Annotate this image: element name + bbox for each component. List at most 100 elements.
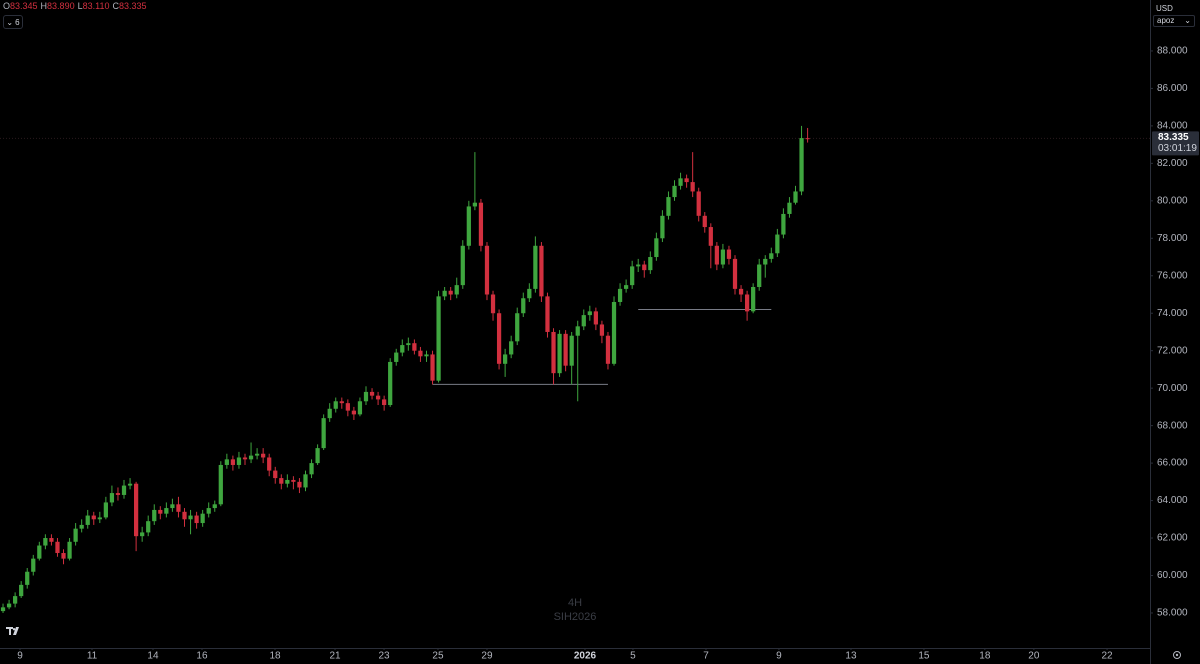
candle-body bbox=[224, 459, 229, 465]
candle-body bbox=[424, 354, 429, 357]
candle-body bbox=[146, 521, 151, 533]
candle-body bbox=[279, 478, 284, 484]
candle-body bbox=[714, 245, 719, 265]
candle-body bbox=[261, 453, 266, 458]
candle-body bbox=[533, 245, 538, 289]
scale-menu-text: apoz bbox=[1157, 16, 1175, 25]
y-tick-label: 76.000 bbox=[1157, 270, 1188, 281]
candle-body bbox=[648, 257, 653, 271]
x-tick-label: 7 bbox=[703, 651, 709, 662]
candle-body bbox=[642, 264, 647, 271]
chevron-icon: ⌄ bbox=[6, 17, 14, 27]
candle-body bbox=[545, 296, 550, 332]
candle-body bbox=[121, 485, 127, 495]
y-tick-label: 58.000 bbox=[1157, 608, 1188, 619]
scale-menu[interactable]: apoz ⌄ bbox=[1153, 15, 1195, 27]
candle-body bbox=[19, 584, 24, 597]
candle-body bbox=[254, 453, 260, 456]
candle-body bbox=[61, 553, 66, 559]
candle-body bbox=[303, 474, 308, 488]
candle-body bbox=[309, 463, 314, 475]
candle-body bbox=[575, 326, 580, 336]
candle-body bbox=[684, 178, 689, 183]
ohlc-value: 83.335 bbox=[118, 1, 147, 11]
x-tick-label: 21 bbox=[329, 651, 341, 662]
candle-body bbox=[242, 457, 248, 460]
candle-body bbox=[285, 479, 290, 484]
x-tick-label: 22 bbox=[1101, 651, 1113, 662]
candle-body bbox=[617, 288, 623, 302]
candle-body bbox=[194, 515, 199, 524]
candle-body bbox=[230, 459, 236, 465]
x-tick-label: 9 bbox=[17, 651, 23, 662]
watermark-symbol: SIH2026 bbox=[554, 611, 597, 623]
plot-area: 58.000 60.000 62.000 64.000 66.000 68.000 70.0… bbox=[0, 46, 1188, 662]
candle-body bbox=[436, 296, 441, 381]
settings-icon[interactable] bbox=[1173, 651, 1181, 659]
candle-body bbox=[660, 215, 665, 239]
y-tick-label: 78.000 bbox=[1157, 233, 1188, 244]
candle-body bbox=[85, 515, 90, 525]
x-tick-label: 2026 bbox=[574, 651, 597, 662]
candle-body bbox=[539, 245, 544, 297]
candle-body bbox=[91, 515, 96, 520]
candle-body bbox=[273, 470, 278, 479]
y-tick-label: 86.000 bbox=[1157, 83, 1188, 94]
candle-body bbox=[805, 138, 810, 140]
candle-body bbox=[757, 264, 762, 288]
candle-body bbox=[109, 493, 115, 503]
candle-body bbox=[442, 290, 447, 297]
y-tick-label: 62.000 bbox=[1157, 533, 1188, 544]
y-tick-label: 60.000 bbox=[1157, 570, 1188, 581]
x-tick-label: 5 bbox=[630, 651, 636, 662]
x-tick-label: 14 bbox=[147, 651, 159, 662]
candle-body bbox=[212, 504, 217, 509]
candle-body bbox=[738, 288, 744, 295]
x-tick-label: 11 bbox=[87, 651, 98, 662]
candle-body bbox=[720, 249, 726, 265]
candle-body bbox=[49, 538, 54, 542]
candle-body bbox=[375, 395, 381, 400]
candle-body bbox=[0, 607, 6, 612]
candle-body bbox=[37, 545, 42, 559]
candle-body bbox=[636, 264, 641, 267]
candle-body bbox=[654, 238, 659, 258]
ohlc-key: L bbox=[77, 1, 83, 11]
candle-body bbox=[769, 253, 774, 259]
y-tick-label: 88.000 bbox=[1157, 46, 1188, 57]
y-tick-label: 64.000 bbox=[1157, 495, 1188, 506]
candle-body bbox=[521, 298, 526, 314]
x-tick-label: 18 bbox=[979, 651, 991, 662]
candle-body bbox=[351, 410, 357, 415]
candle-body bbox=[490, 294, 496, 314]
y-tick-label: 70.000 bbox=[1157, 383, 1188, 394]
candle-body bbox=[799, 138, 804, 192]
currency-label: USD bbox=[1156, 4, 1173, 13]
candle-body bbox=[115, 493, 121, 495]
candle-body bbox=[611, 301, 617, 364]
candle-body bbox=[430, 354, 435, 381]
candle-body bbox=[43, 538, 48, 546]
candle-body bbox=[333, 401, 338, 409]
candle-body bbox=[97, 517, 102, 520]
indicators-toggle[interactable]: ⌄ 6 bbox=[3, 15, 23, 29]
candle-body bbox=[339, 401, 344, 404]
candle-body bbox=[382, 399, 387, 406]
candle-body bbox=[569, 335, 574, 366]
y-tick-label: 66.000 bbox=[1157, 458, 1188, 469]
candle-body bbox=[73, 528, 78, 542]
x-tick-label: 9 bbox=[776, 651, 782, 662]
candle-body bbox=[200, 513, 205, 524]
candle-body bbox=[763, 258, 768, 265]
candle-body bbox=[484, 245, 490, 295]
watermark-interval: 4H bbox=[568, 597, 582, 609]
candle-body bbox=[593, 311, 598, 325]
candle-body bbox=[793, 191, 798, 203]
ohlc-value: 83.345 bbox=[10, 1, 38, 11]
candle-body bbox=[448, 290, 453, 295]
candle-body bbox=[345, 403, 350, 411]
x-tick-label: 13 bbox=[845, 651, 857, 662]
y-tick-label: 74.000 bbox=[1157, 308, 1188, 319]
candle-body bbox=[412, 343, 417, 351]
last-price-label: 83.335 bbox=[1158, 132, 1189, 143]
